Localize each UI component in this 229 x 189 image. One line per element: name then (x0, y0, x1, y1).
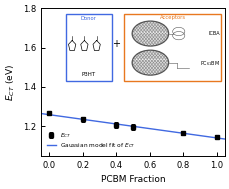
Gaussian model fit of $E_{CT}$ (149, 128, 151, 130)
Gaussian model fit of $E_{CT}$ (148, 128, 151, 130)
X-axis label: PCBM Fraction: PCBM Fraction (100, 175, 165, 184)
Text: +: + (111, 40, 119, 50)
Gaussian model fit of $E_{CT}$ (40, 112, 43, 115)
Gaussian model fit of $E_{CT}$ (206, 136, 208, 138)
Gaussian model fit of $E_{CT}$ (194, 134, 197, 136)
Gaussian model fit of $E_{CT}$ (39, 112, 42, 115)
Legend: $E_{CT}$, Gaussian model fit of $E_{CT}$: $E_{CT}$, Gaussian model fit of $E_{CT}$ (46, 130, 137, 151)
Gaussian model fit of $E_{CT}$ (152, 128, 154, 130)
Line: Gaussian model fit of $E_{CT}$: Gaussian model fit of $E_{CT}$ (41, 114, 224, 139)
Y-axis label: $E_{CT}$ (eV): $E_{CT}$ (eV) (5, 64, 17, 101)
Gaussian model fit of $E_{CT}$ (223, 138, 226, 140)
